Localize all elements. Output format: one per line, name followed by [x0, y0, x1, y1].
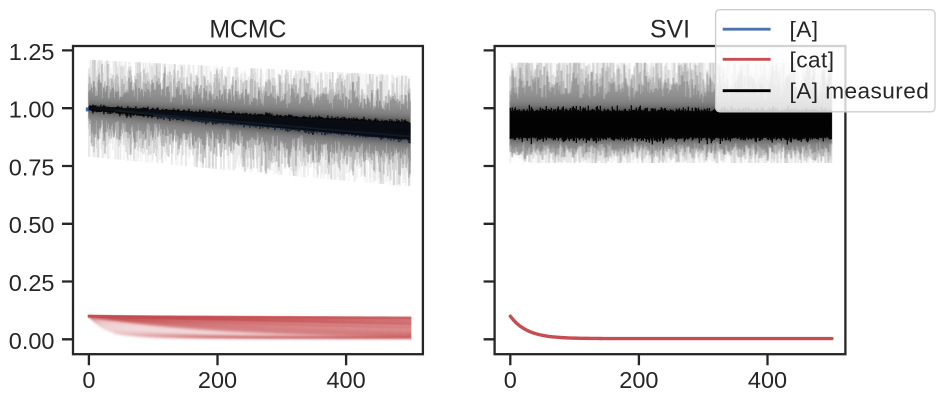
svg-text:0.50: 0.50 [9, 212, 55, 238]
svg-text:1.00: 1.00 [9, 97, 55, 123]
svg-text:1.25: 1.25 [9, 39, 55, 65]
svg-text:0.00: 0.00 [9, 328, 55, 354]
svg-text:SVI: SVI [650, 16, 690, 43]
svg-text:MCMC: MCMC [209, 16, 286, 43]
svg-text:200: 200 [198, 367, 237, 393]
svg-text:0.25: 0.25 [9, 270, 55, 296]
svg-text:[A]: [A] [790, 17, 819, 42]
svg-text:0.75: 0.75 [9, 155, 55, 181]
svg-text:0: 0 [504, 367, 517, 393]
svg-text:400: 400 [748, 367, 787, 393]
svg-text:200: 200 [619, 367, 658, 393]
svg-text:0: 0 [82, 367, 95, 393]
svg-text:[A] measured: [A] measured [790, 79, 930, 104]
svg-text:[cat]: [cat] [790, 47, 835, 72]
svg-text:400: 400 [326, 367, 365, 393]
